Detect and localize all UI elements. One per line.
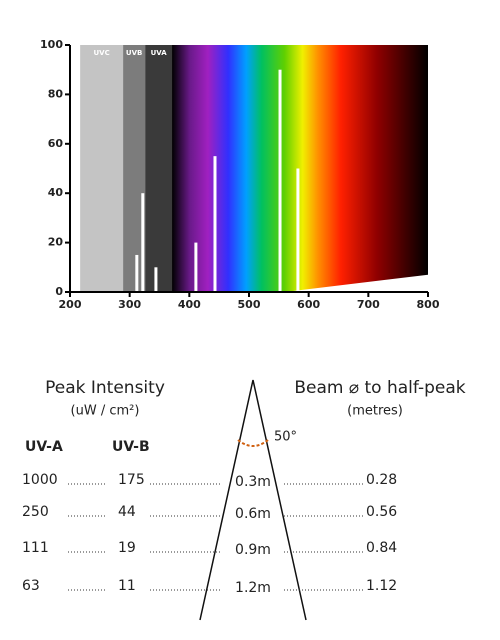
beam-diameter: 1.12 — [366, 578, 397, 594]
uvb-value: 19 — [118, 540, 136, 556]
beam-angle: 50° — [274, 430, 297, 445]
uva-value: 63 — [22, 578, 40, 594]
table: 1000 175 0.3m 0.28 250 44 0.6m 0.56 111 19 0.9m 0.8… — [22, 472, 397, 596]
x-tick-label: 500 — [238, 298, 261, 311]
y-tick-label: 40 — [48, 186, 64, 199]
band-label: UVA — [151, 49, 168, 57]
distance: 0.3m — [235, 474, 271, 490]
column-header: UV-A — [25, 439, 63, 455]
y-tick-label: 80 — [48, 87, 64, 100]
uv-band — [123, 45, 146, 292]
intensity-title: Peak Intensity — [45, 378, 165, 398]
emission-line — [278, 69, 282, 292]
uvb-value: 175 — [118, 472, 145, 488]
x-tick-label: 300 — [118, 298, 141, 311]
y-tick-label: 20 — [48, 236, 64, 249]
beam-diameter: 0.28 — [366, 472, 397, 488]
emission-line — [135, 254, 139, 292]
x-tick-label: 600 — [297, 298, 320, 311]
continuum — [284, 274, 428, 292]
spectrum-chart: UVC UVB UVA 0 20 40 60 80 100 200 300 400 500 600 700 8… — [40, 38, 440, 311]
distance: 0.9m — [235, 542, 271, 558]
beam-title: Beam ⌀ to half-peak — [294, 378, 465, 398]
beam-unit: (metres) — [347, 404, 403, 419]
distance: 1.2m — [235, 580, 271, 596]
angle-arc — [237, 439, 269, 447]
y-tick-label: 60 — [48, 137, 64, 150]
intensity-unit: (uW / cm²) — [71, 404, 140, 419]
uva-value: 250 — [22, 504, 49, 520]
beam-diameter: 0.84 — [366, 540, 397, 556]
band-label: UVC — [93, 49, 109, 57]
visible-spectrum — [172, 45, 428, 292]
x-tick-label: 700 — [357, 298, 380, 311]
y-tick-label: 0 — [55, 285, 63, 298]
y-tick-label: 100 — [40, 38, 63, 51]
emission-line — [194, 242, 198, 292]
uvb-value: 44 — [118, 504, 136, 520]
uv-band — [145, 45, 173, 292]
uv-band — [80, 45, 124, 292]
emission-line — [154, 267, 158, 292]
emission-line — [296, 168, 300, 292]
distance: 0.6m — [235, 506, 271, 522]
emission-line — [141, 193, 145, 292]
uva-value: 111 — [22, 540, 49, 556]
x-tick-label: 800 — [417, 298, 440, 311]
emission-line — [213, 156, 217, 292]
band-label: UVB — [126, 49, 142, 57]
uvb-value: 11 — [118, 578, 136, 594]
column-header: UV-B — [112, 439, 150, 455]
uva-value: 1000 — [22, 472, 58, 488]
beam-cone — [199, 379, 307, 621]
x-tick-label: 200 — [59, 298, 82, 311]
x-tick-label: 400 — [178, 298, 201, 311]
beam-diameter: 0.56 — [366, 504, 397, 520]
